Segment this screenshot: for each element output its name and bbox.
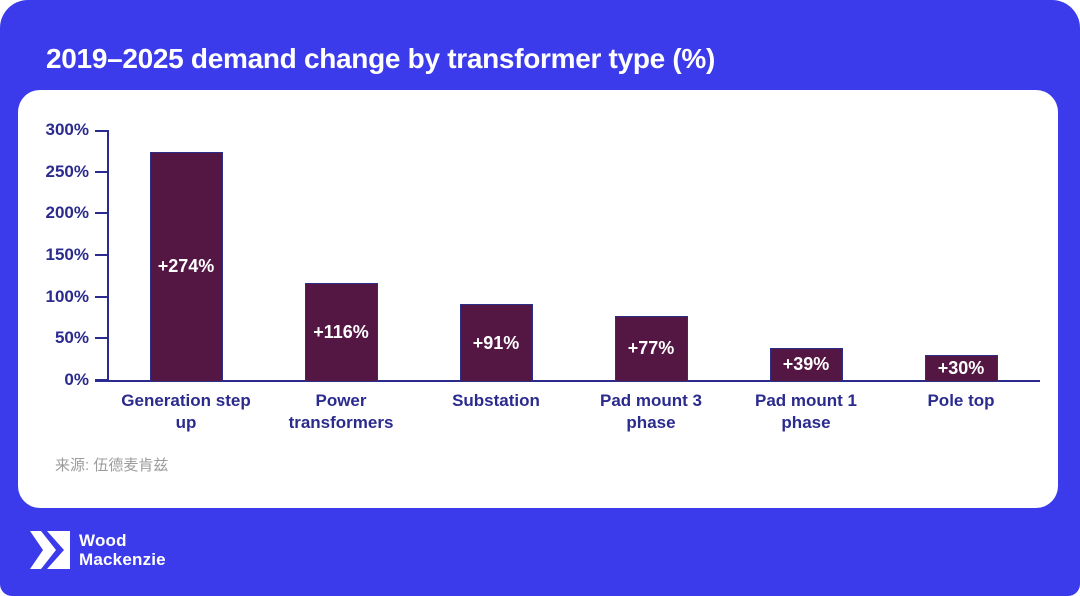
- bar-value-label: +274%: [157, 256, 215, 277]
- bar-3: +91%: [459, 304, 533, 382]
- bar-2: +116%: [304, 283, 378, 382]
- x-category-label: Substation: [452, 391, 540, 410]
- x-category-label: Generation step up: [121, 391, 251, 433]
- bar-chart: 0% 50% 100% 150% 200% 250% 300% +274% Generation…: [18, 90, 1058, 508]
- chart-card: 0% 50% 100% 150% 200% 250% 300% +274% Generation…: [18, 90, 1058, 508]
- bar-value-label: +30%: [937, 358, 985, 378]
- y-tick-label: 0%: [64, 370, 89, 389]
- logo-text-line1: Wood: [79, 531, 127, 550]
- y-axis-tick: [95, 379, 107, 381]
- wood-mackenzie-logo-mark-icon: [30, 531, 70, 570]
- x-category-label: Pad mount 3 phase: [599, 391, 702, 433]
- y-axis-tick: [95, 170, 107, 173]
- bar-value-label: +39%: [782, 354, 830, 375]
- y-axis-line: [107, 130, 109, 380]
- y-tick-label: 250%: [45, 161, 89, 181]
- bar-value-label: +116%: [313, 322, 369, 343]
- y-axis-tick: [95, 254, 107, 256]
- bar-value-label: +91%: [472, 332, 520, 353]
- bar-value-label: +77%: [627, 338, 675, 359]
- bar-5: +39%: [769, 347, 843, 382]
- logo-text-line2: Mackenzie: [79, 550, 166, 570]
- bar-6: +30%: [924, 355, 998, 382]
- source-note: 来源: 伍德麦肯兹: [55, 457, 169, 474]
- y-axis-tick: [95, 130, 107, 132]
- y-tick-label: 150%: [45, 245, 89, 264]
- y-tick-label: 100%: [45, 286, 89, 306]
- y-tick-label: 200%: [45, 203, 89, 223]
- y-axis-tick: [95, 337, 107, 340]
- x-category-label: Power transformers: [288, 391, 394, 433]
- x-category-label: Pole top: [927, 391, 995, 410]
- x-category-label: Pad mount 1 phase: [754, 391, 857, 433]
- y-tick-label: 50%: [54, 328, 89, 348]
- page-title: 2019–2025 demand change by transformer t…: [46, 42, 716, 74]
- y-axis-tick: [95, 212, 107, 215]
- wood-mackenzie-logo: Wood Mackenzie: [30, 531, 166, 570]
- y-tick-label: 300%: [45, 120, 89, 139]
- bar-1: +274%: [149, 151, 223, 382]
- x-axis-line: [95, 380, 1040, 382]
- y-axis-tick: [95, 295, 107, 298]
- wood-mackenzie-logo-text: Wood Mackenzie: [79, 531, 166, 569]
- bar-4: +77%: [614, 315, 688, 382]
